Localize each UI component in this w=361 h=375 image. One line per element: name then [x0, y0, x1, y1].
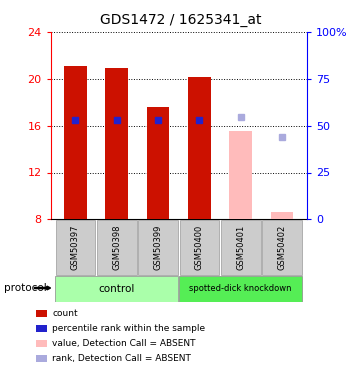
- FancyBboxPatch shape: [179, 276, 302, 302]
- FancyBboxPatch shape: [56, 220, 95, 275]
- Text: percentile rank within the sample: percentile rank within the sample: [52, 324, 205, 333]
- Text: GSM50401: GSM50401: [236, 225, 245, 270]
- Bar: [229, 131, 252, 219]
- Text: GSM50398: GSM50398: [112, 225, 121, 270]
- Text: spotted-dick knockdown: spotted-dick knockdown: [190, 284, 292, 293]
- FancyBboxPatch shape: [138, 220, 178, 275]
- FancyBboxPatch shape: [221, 220, 261, 275]
- Text: rank, Detection Call = ABSENT: rank, Detection Call = ABSENT: [52, 354, 191, 363]
- Text: count: count: [52, 309, 78, 318]
- Text: GSM50402: GSM50402: [278, 225, 287, 270]
- FancyBboxPatch shape: [97, 220, 136, 275]
- FancyBboxPatch shape: [262, 220, 302, 275]
- FancyBboxPatch shape: [179, 220, 219, 275]
- Bar: [271, 212, 293, 219]
- Text: protocol: protocol: [4, 283, 46, 293]
- Bar: [147, 107, 169, 219]
- FancyBboxPatch shape: [55, 276, 178, 302]
- Text: GSM50399: GSM50399: [153, 225, 162, 270]
- Bar: [64, 66, 87, 219]
- Bar: [188, 77, 211, 219]
- Text: GSM50397: GSM50397: [71, 225, 80, 270]
- Text: GSM50400: GSM50400: [195, 225, 204, 270]
- Bar: [105, 68, 128, 219]
- Text: control: control: [99, 284, 135, 294]
- Text: value, Detection Call = ABSENT: value, Detection Call = ABSENT: [52, 339, 196, 348]
- Text: GDS1472 / 1625341_at: GDS1472 / 1625341_at: [100, 13, 261, 27]
